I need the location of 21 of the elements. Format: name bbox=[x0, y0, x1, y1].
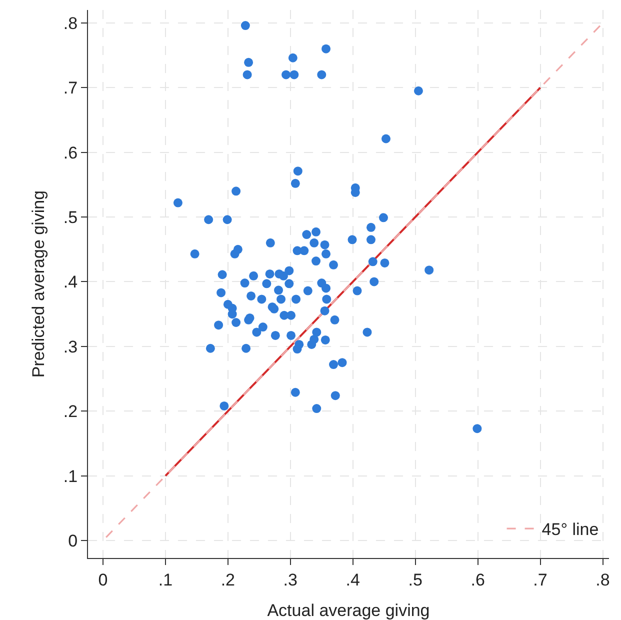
y-tick-label: .8 bbox=[63, 14, 78, 33]
y-tick-label: .3 bbox=[63, 337, 78, 356]
x-tick-label: .2 bbox=[220, 570, 236, 590]
x-tick-label: .7 bbox=[533, 570, 548, 590]
x-tick-label: .4 bbox=[346, 570, 360, 590]
x-tick-label: 0 bbox=[98, 570, 108, 590]
x-tick-label: .5 bbox=[408, 570, 422, 590]
y-tick-label: .6 bbox=[63, 143, 78, 162]
x-tick-label: .8 bbox=[596, 570, 610, 590]
y-axis-title: Predicted average giving bbox=[29, 190, 48, 378]
y-tick-label: .1 bbox=[63, 466, 78, 486]
y-tick-label: .7 bbox=[63, 78, 78, 98]
y-tick-label: 0 bbox=[68, 531, 78, 550]
legend-label: 45° line bbox=[542, 520, 599, 540]
y-tick-label: .5 bbox=[63, 208, 78, 227]
y-tick-label: .4 bbox=[63, 272, 78, 292]
x-tick-label: .6 bbox=[470, 570, 485, 590]
x-axis-title: Actual average giving bbox=[267, 601, 430, 620]
x-tick-label: .1 bbox=[158, 570, 173, 590]
x-tick-label: .3 bbox=[283, 570, 298, 590]
y-tick-label: .2 bbox=[63, 402, 78, 422]
